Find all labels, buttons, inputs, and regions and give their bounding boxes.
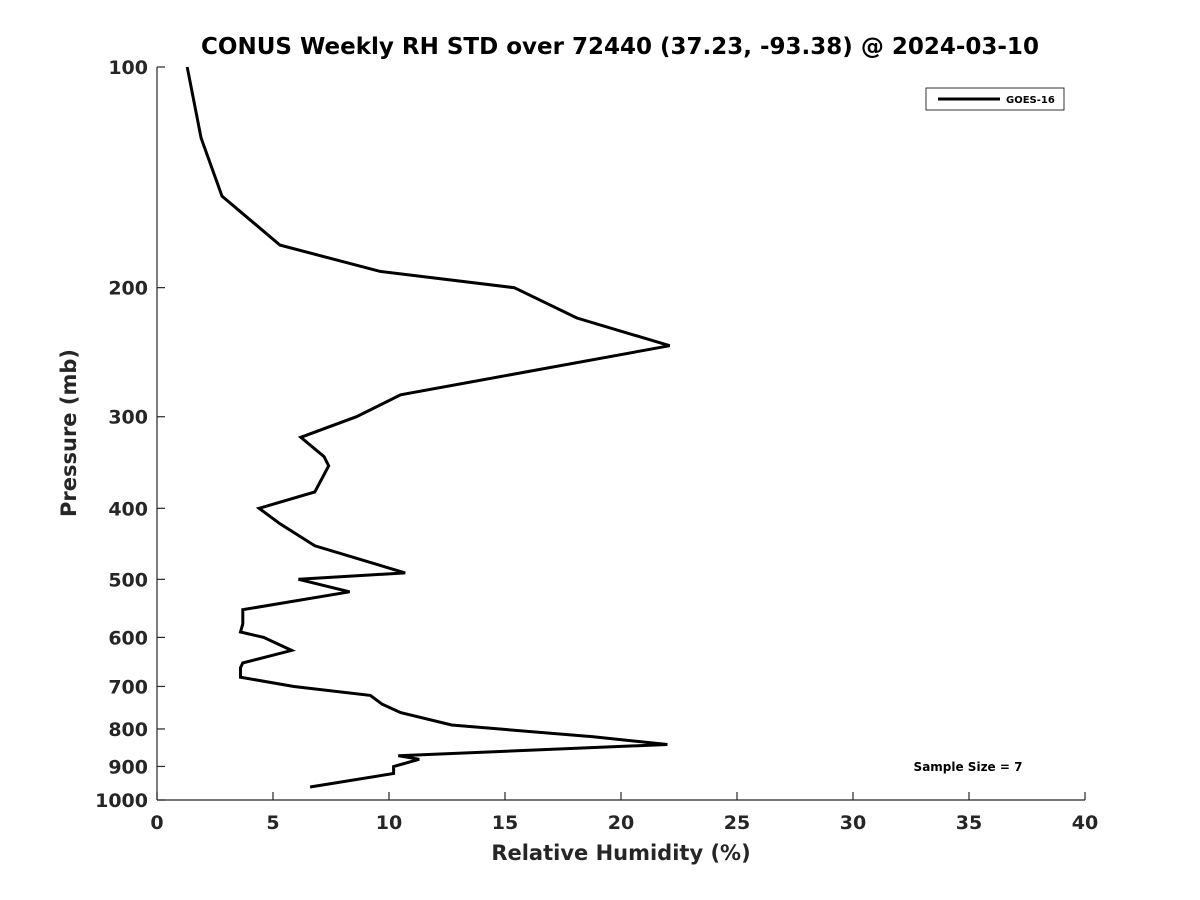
series-line-goes-16 bbox=[185, 66, 671, 789]
plot-area bbox=[156, 67, 1085, 801]
y-ticks: 100 200 300 400 500 600 700 800 900 1000 bbox=[95, 57, 165, 812]
y-tick-label: 200 bbox=[108, 278, 148, 300]
y-tick-label: 300 bbox=[108, 407, 148, 429]
y-tick-label: 600 bbox=[108, 627, 148, 649]
y-tick-label: 700 bbox=[108, 676, 148, 698]
y-tick-label: 500 bbox=[108, 569, 148, 591]
series-layer bbox=[185, 66, 671, 789]
y-axis-label: Pressure (mb) bbox=[57, 349, 81, 517]
x-tick-label: 40 bbox=[1072, 812, 1098, 834]
x-tick-label: 15 bbox=[492, 812, 518, 834]
y-tick-label: 1000 bbox=[95, 790, 148, 812]
chart-title: CONUS Weekly RH STD over 72440 (37.23, -… bbox=[201, 34, 1039, 60]
x-tick-label: 5 bbox=[266, 812, 279, 834]
x-tick-label: 10 bbox=[376, 812, 402, 834]
x-ticks: 0 5 10 15 20 25 30 35 40 bbox=[150, 792, 1098, 834]
legend-label: GOES-16 bbox=[1006, 95, 1055, 106]
x-tick-label: 30 bbox=[840, 812, 866, 834]
x-tick-label: 25 bbox=[724, 812, 750, 834]
sample-size-annotation: Sample Size = 7 bbox=[914, 760, 1023, 774]
y-tick-label: 900 bbox=[108, 756, 148, 778]
x-axis-label: Relative Humidity (%) bbox=[491, 841, 750, 865]
legend: GOES-16 bbox=[925, 87, 1065, 111]
y-tick-label: 100 bbox=[108, 57, 148, 79]
y-tick-label: 400 bbox=[108, 498, 148, 520]
x-tick-label: 20 bbox=[608, 812, 634, 834]
y-tick-label: 800 bbox=[108, 719, 148, 741]
x-tick-label: 35 bbox=[956, 812, 982, 834]
x-tick-label: 0 bbox=[150, 812, 163, 834]
